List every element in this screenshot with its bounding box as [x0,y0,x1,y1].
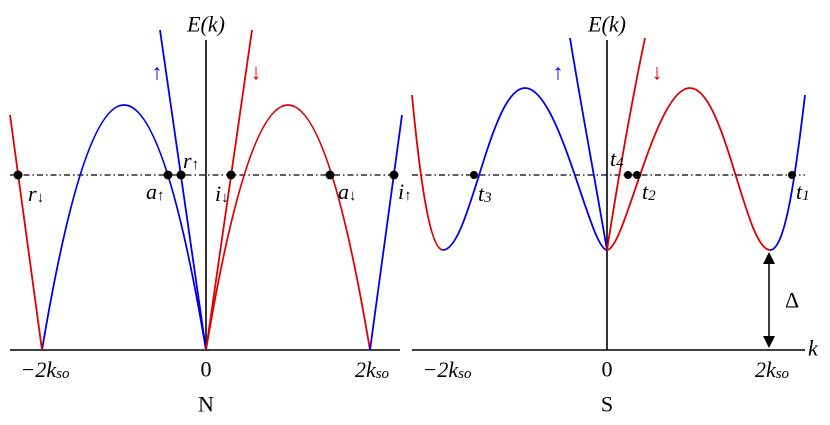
curve [369,114,403,351]
sub: so [376,366,390,382]
main: a [338,179,349,204]
sub: 1 [802,188,810,204]
curve [606,87,771,251]
dots [13,170,399,180]
sub: ↑ [192,157,200,173]
curve [411,94,444,251]
point-label: t4 [610,146,624,172]
curve [569,37,608,251]
sub: so [776,366,790,382]
point-label: r↑ [183,148,199,174]
sub: 2 [648,188,656,204]
sub: ↓ [221,190,229,206]
main: t [610,146,617,171]
tick-label: 0 [201,357,212,382]
main: t [642,179,649,204]
main: r [28,181,37,206]
caption: S [601,392,613,417]
tick-label: 2kso [355,357,390,383]
main: 2k [355,357,377,382]
point-label: a↓ [338,179,357,205]
axis-label: E(k) [587,12,626,37]
curve [606,37,646,251]
curve [442,87,608,251]
main: r [183,148,192,173]
superconducting-panel: Δ k E(k) ↑ ↓ t3 t4 t2 t1 −2kso 0 2kso S [411,12,819,417]
spin-up: ↑ [152,60,163,85]
dots [470,171,796,179]
sub: 3 [483,190,492,206]
tick-label: 0 [602,357,613,382]
curve [41,104,207,351]
normal-panel: E(k) ↑ ↓ r↓ a↑ r↑ i↓ a↓ i↑ −2kso 0 2kso … [9,12,412,417]
axis-label: E(k) [186,12,225,37]
point-label: i↑ [398,179,412,205]
spin-down: ↓ [652,60,663,85]
point-label: a↑ [146,179,165,205]
point-label: r↓ [28,181,44,207]
spin-down: ↓ [251,60,262,85]
curve [205,29,253,351]
sub: ↑ [157,188,165,204]
point-label: t2 [642,179,656,205]
curve [159,29,207,351]
sub: ↓ [349,188,357,204]
main: i [398,179,404,204]
main: a [146,179,157,204]
main: i [215,181,221,206]
tick-label: 2kso [755,357,790,383]
sub: ↓ [37,190,45,206]
sub: ↑ [404,188,412,204]
curve [9,114,43,351]
main: −2k [21,357,58,382]
caption: N [198,392,214,417]
point-label: t3 [478,181,492,207]
main: 2k [755,357,777,382]
k-axis-label: k [808,336,819,361]
sub: so [56,366,70,382]
gap-label: Δ [785,288,799,313]
tick-label: −2kso [21,357,70,383]
tick-label: −2kso [423,357,472,383]
spin-up: ↑ [553,60,564,85]
main: −2k [423,357,460,382]
main: t [796,179,803,204]
point-label: i↓ [215,181,229,207]
curve [205,104,371,351]
point-label: t1 [796,179,810,205]
sub: 4 [616,155,624,171]
main: t [478,181,485,206]
curve [769,94,806,251]
sub: so [458,366,472,382]
